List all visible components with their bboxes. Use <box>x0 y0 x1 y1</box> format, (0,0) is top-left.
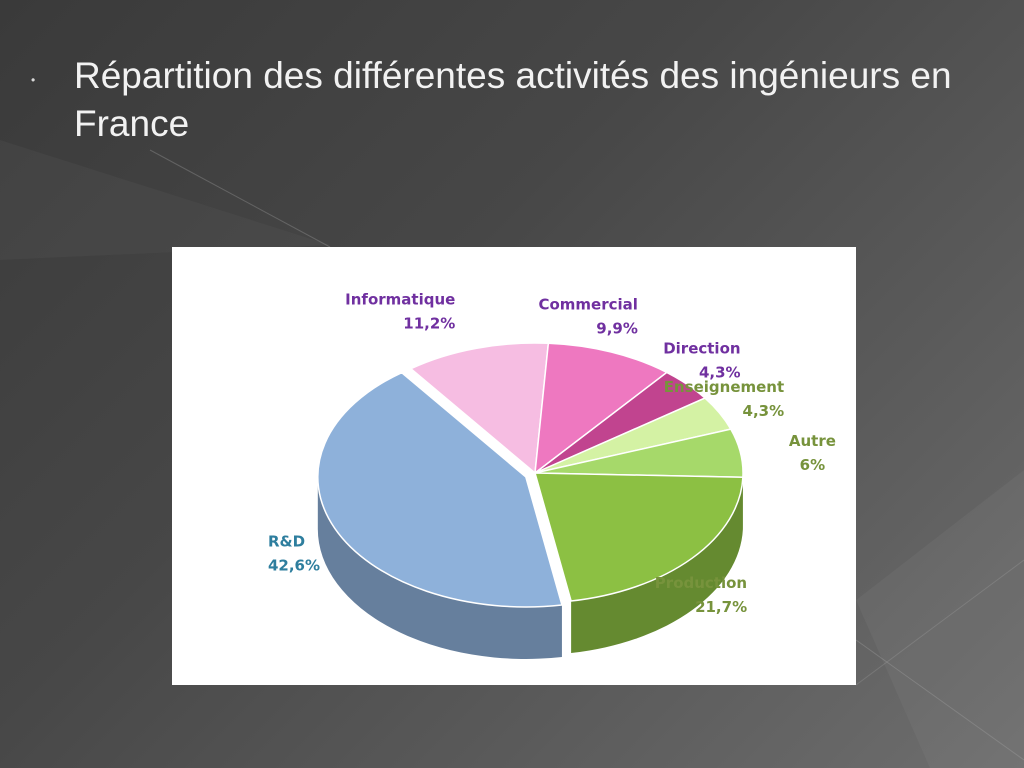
pie-chart-svg: R&D 42,6% Informatique 11,2% Commercial 9,9% D… <box>268 291 836 659</box>
slide-title: Répartition des différentes activités de… <box>74 55 952 144</box>
data-label-5: Autre 6% <box>789 432 836 474</box>
pie-slice-6 <box>534 472 744 602</box>
data-label-2: Commercial 9,9% <box>538 296 637 338</box>
data-label-6: Production 21,7% <box>655 574 747 616</box>
title-bullet: • <box>31 73 36 87</box>
data-label-1: Informatique 11,2% <box>345 291 455 333</box>
pie-slice-2 <box>534 342 669 475</box>
pie-slice-side-6 <box>571 477 743 654</box>
pie-slice-0 <box>317 371 563 608</box>
data-label-3: Direction 4,3% <box>663 339 740 381</box>
pie-slice-side-0 <box>317 476 562 659</box>
data-label-4: Enseignement 4,3% <box>664 378 784 420</box>
data-label-0: R&D 42,6% <box>268 532 320 574</box>
pie-slice-1 <box>409 342 550 475</box>
pie-chart: R&D 42,6% Informatique 11,2% Commercial 9,9% D… <box>172 247 856 685</box>
